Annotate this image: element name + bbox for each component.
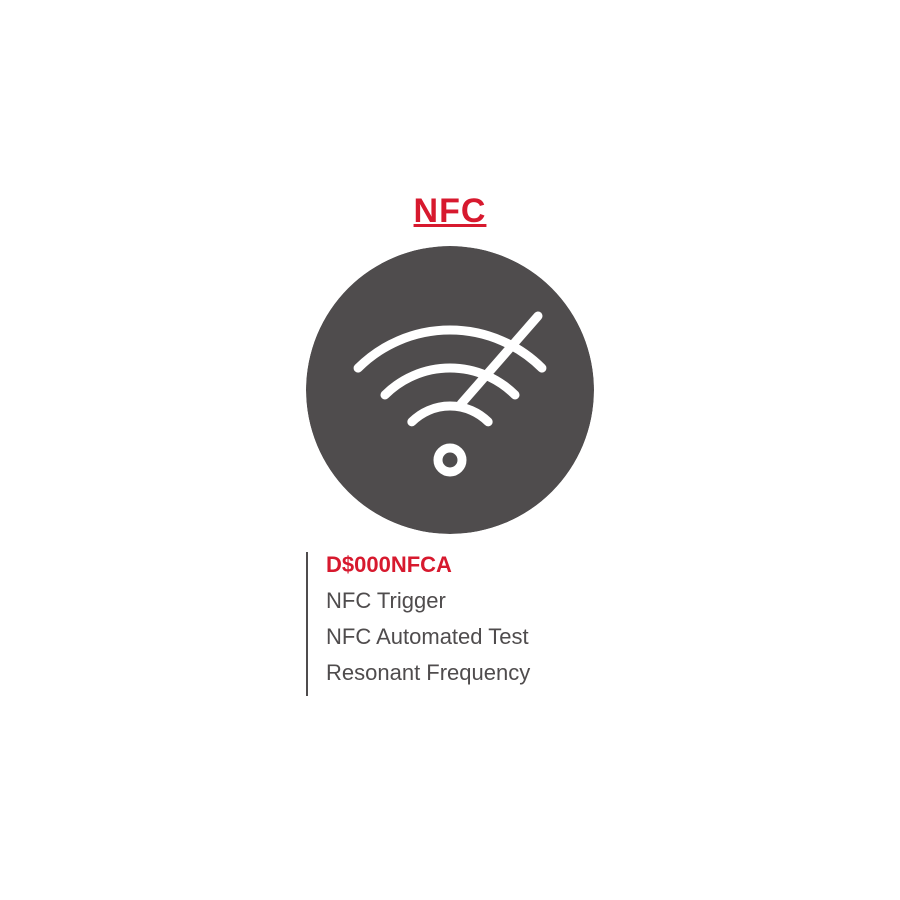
feature-line: NFC Automated Test — [326, 624, 646, 650]
info-block: D$000NFCA NFC Trigger NFC Automated Test… — [306, 552, 646, 696]
section-title: NFC — [0, 192, 900, 231]
nfc-signal-check-icon — [306, 246, 594, 534]
feature-line: NFC Trigger — [326, 588, 646, 614]
feature-line: Resonant Frequency — [326, 660, 646, 686]
nfc-icon-container — [306, 246, 594, 534]
product-code: D$000NFCA — [326, 552, 646, 578]
infographic-canvas: NFC D$000NFCA NFC Trigger NFC Automated … — [0, 0, 900, 900]
